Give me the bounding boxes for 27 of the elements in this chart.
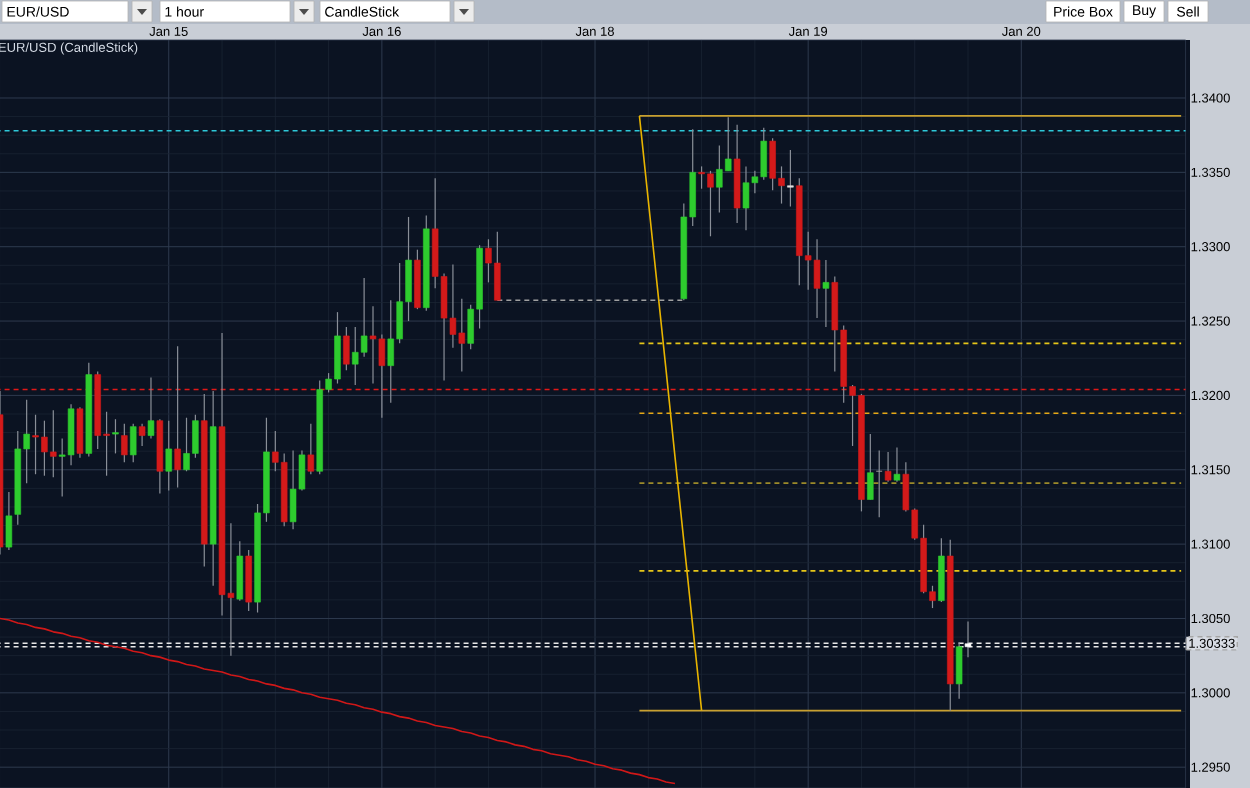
candlestick	[5, 491, 13, 551]
candlestick	[138, 423, 146, 447]
candlestick	[938, 537, 945, 603]
candlestick	[742, 165, 750, 231]
candlestick	[360, 277, 368, 358]
candlestick	[893, 446, 901, 483]
candlestick	[813, 238, 821, 319]
candlestick	[76, 406, 84, 459]
candlestick	[964, 620, 972, 658]
candlestick	[955, 641, 963, 700]
candlestick	[129, 423, 137, 463]
candlestick	[414, 249, 421, 310]
candlestick	[112, 418, 119, 455]
candlestick	[884, 451, 892, 483]
candlestick	[822, 259, 830, 328]
candlestick	[165, 420, 172, 492]
candlestick	[67, 403, 75, 466]
candlestick	[867, 433, 874, 501]
candlestick	[121, 423, 128, 463]
candlestick	[369, 305, 377, 385]
candlestick	[787, 149, 794, 208]
candlestick	[307, 423, 315, 475]
candlestick	[245, 549, 252, 612]
candlestick	[236, 540, 244, 602]
candlestick	[147, 376, 155, 440]
candlestick	[343, 326, 350, 371]
line-series	[0, 617, 676, 785]
